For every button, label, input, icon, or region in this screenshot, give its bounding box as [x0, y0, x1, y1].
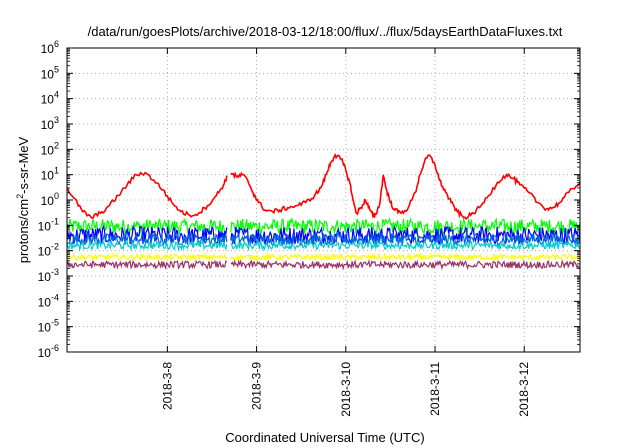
- y-tick-label-exponent: -2: [51, 242, 59, 252]
- y-tick-label: 100: [41, 191, 59, 208]
- y-tick-label-base: 10: [41, 42, 55, 56]
- flux-series-line: [66, 239, 228, 252]
- y-tick-label-exponent: 5: [54, 64, 59, 74]
- flux-series-line: [230, 239, 581, 252]
- y-tick-label-exponent: 4: [54, 90, 59, 100]
- y-tick-label: 102: [41, 140, 59, 157]
- x-tick-label: 2018-3-9: [250, 362, 264, 410]
- y-tick-label-base: 10: [38, 270, 52, 284]
- y-tick-label-base: 10: [38, 245, 52, 259]
- y-tick-label: 10-2: [38, 242, 59, 259]
- y-tick-label-base: 10: [41, 169, 55, 183]
- flux-series-line-red: [66, 171, 228, 220]
- y-tick-label-exponent: -1: [51, 216, 59, 226]
- y-tick-label-base: 10: [41, 67, 55, 81]
- series-layer: [66, 152, 581, 271]
- y-tick-label: 10-5: [38, 318, 59, 335]
- y-tick-label-exponent: 3: [54, 115, 59, 125]
- flux-series-line: [230, 252, 581, 263]
- y-tick-label-base: 10: [41, 194, 55, 208]
- y-axis-title-units: -s-sr-MeV: [16, 136, 31, 193]
- y-tick-label-exponent: -6: [51, 343, 59, 353]
- y-tick-label-base: 10: [38, 295, 52, 309]
- flux-series-line: [66, 218, 227, 235]
- flux-series-line: [66, 259, 228, 271]
- y-tick-label-base: 10: [41, 118, 55, 132]
- y-tick-label-exponent: -3: [51, 267, 59, 277]
- flux-series-line: [230, 216, 581, 237]
- flux-series-line: [66, 252, 228, 263]
- x-axis: 2018-3-8 2018-3-9 2018-3-10 2018-3-11 2018-3…: [160, 48, 531, 417]
- x-tick-label: 2018-3-12: [517, 362, 531, 417]
- flux-series-line-red: [230, 152, 581, 221]
- y-tick-label: 105: [41, 64, 59, 81]
- x-tick-label: 2018-3-8: [160, 362, 174, 410]
- flux-series-line: [230, 258, 581, 271]
- y-tick-label-base: 10: [41, 143, 55, 157]
- y-tick-label-exponent: -5: [51, 318, 59, 328]
- y-tick-label-base: 10: [38, 346, 52, 360]
- y-tick-label-base: 10: [41, 93, 55, 107]
- y-tick-label-exponent: 6: [54, 39, 59, 49]
- y-tick-label-exponent: -4: [51, 292, 59, 302]
- chart-title: /data/run/goesPlots/archive/2018-03-12/1…: [88, 24, 563, 39]
- y-tick-label: 106: [41, 39, 59, 56]
- y-tick-label-exponent: 0: [54, 191, 59, 201]
- y-axis-title-main: protons/cm: [16, 199, 31, 263]
- y-axis-title-superscript: 2: [15, 194, 25, 199]
- x-tick-label: 2018-3-10: [339, 362, 353, 417]
- y-axis: 10-610-510-410-310-210-11001011021031041…: [38, 39, 580, 360]
- flux-series-line: [66, 224, 228, 245]
- x-tick-label: 2018-3-11: [428, 362, 442, 416]
- y-tick-label-exponent: 1: [54, 166, 59, 176]
- y-tick-label: 101: [41, 166, 59, 183]
- y-tick-label-base: 10: [38, 321, 52, 335]
- y-tick-label: 10-3: [38, 267, 59, 284]
- flux-series-line: [230, 231, 581, 247]
- y-tick-label: 10-1: [38, 216, 59, 233]
- x-axis-title: Coordinated Universal Time (UTC): [225, 430, 424, 445]
- y-tick-label-exponent: 2: [54, 140, 59, 150]
- y-tick-label: 103: [41, 115, 59, 132]
- y-tick-label: 104: [41, 90, 59, 107]
- y-axis-title: protons/cm2-s-sr-MeV: [15, 136, 31, 263]
- y-tick-label-base: 10: [38, 219, 52, 233]
- y-tick-label: 10-6: [38, 343, 59, 360]
- y-tick-label: 10-4: [38, 292, 59, 309]
